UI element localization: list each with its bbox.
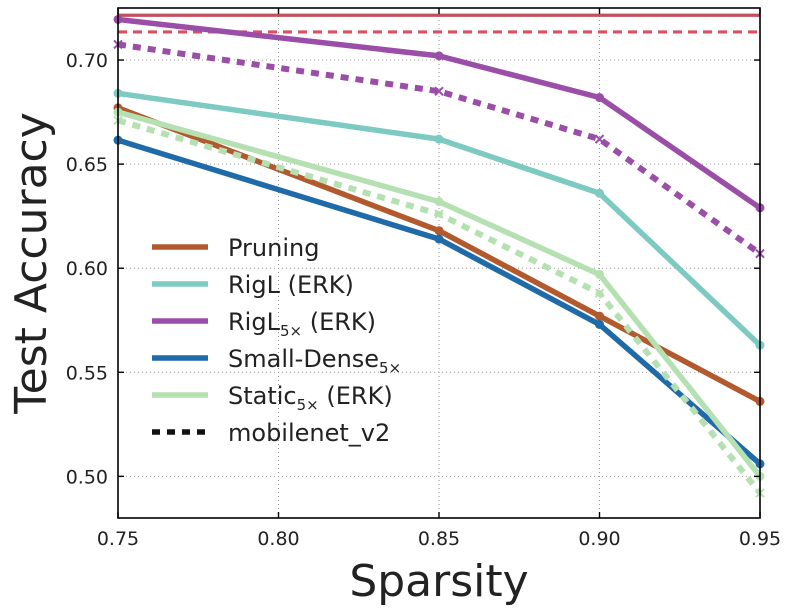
data-point bbox=[434, 51, 444, 61]
series-line bbox=[117, 109, 763, 479]
data-point bbox=[595, 311, 604, 321]
x-tick-label: 0.75 bbox=[97, 528, 139, 550]
series-line bbox=[117, 16, 762, 211]
x-tick-label: 0.85 bbox=[418, 528, 460, 550]
data-point bbox=[434, 226, 444, 236]
data-point bbox=[595, 269, 604, 279]
data-point bbox=[434, 234, 444, 244]
data-point-x bbox=[434, 209, 444, 219]
y-tick-label: 0.55 bbox=[66, 362, 108, 384]
series-line bbox=[117, 41, 762, 257]
legend: Pruning RigL (ERK) RigL5× (ERK) Small-Dense… bbox=[152, 234, 401, 447]
data-point bbox=[595, 188, 604, 198]
series-layer bbox=[113, 14, 765, 498]
grid-layer bbox=[117, 8, 761, 518]
x-tick-label: 0.95 bbox=[739, 528, 781, 550]
y-axis-title: Test Accuracy bbox=[6, 112, 57, 415]
data-point-x bbox=[594, 288, 605, 298]
y-tick-label: 0.60 bbox=[66, 258, 108, 280]
y-tick-label: 0.65 bbox=[66, 154, 108, 176]
series-line bbox=[117, 117, 763, 495]
data-point bbox=[434, 134, 444, 144]
x-tick-label: 0.80 bbox=[257, 528, 299, 550]
data-point-x bbox=[594, 134, 605, 144]
y-tick-label: 0.70 bbox=[66, 50, 108, 72]
legend-label: RigL (ERK) bbox=[228, 271, 354, 299]
data-point-x bbox=[434, 86, 444, 96]
data-point bbox=[595, 319, 604, 329]
legend-label: mobilenet_v2 bbox=[228, 419, 390, 447]
legend-label: Pruning bbox=[228, 234, 319, 262]
data-point bbox=[595, 93, 604, 103]
legend-label: Static5× (ERK) bbox=[228, 382, 393, 414]
x-axis-title: Sparsity bbox=[349, 556, 528, 607]
y-tick-label: 0.50 bbox=[66, 466, 108, 488]
legend-label: Small-Dense5× bbox=[228, 345, 401, 377]
tick-layer: 0.75 0.80 0.85 0.90 0.95 0.50 0.55 0.60 0.65 0.70 bbox=[66, 8, 781, 550]
data-point bbox=[434, 197, 444, 207]
x-tick-label: 0.90 bbox=[578, 528, 620, 550]
series-line bbox=[117, 90, 762, 348]
series-line bbox=[117, 137, 762, 466]
legend-label: RigL5× (ERK) bbox=[228, 308, 376, 340]
